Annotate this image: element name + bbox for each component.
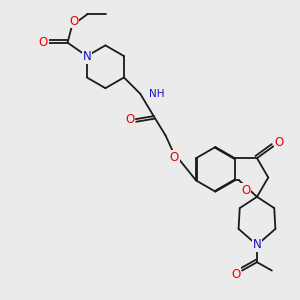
Text: N: N <box>253 238 261 251</box>
Text: O: O <box>170 151 179 164</box>
Text: O: O <box>125 112 134 126</box>
Text: O: O <box>69 14 78 28</box>
Text: O: O <box>39 36 48 49</box>
Text: N: N <box>82 50 91 63</box>
Text: O: O <box>241 184 250 197</box>
Text: NH: NH <box>148 89 164 99</box>
Text: O: O <box>275 136 284 149</box>
Text: O: O <box>231 268 240 281</box>
